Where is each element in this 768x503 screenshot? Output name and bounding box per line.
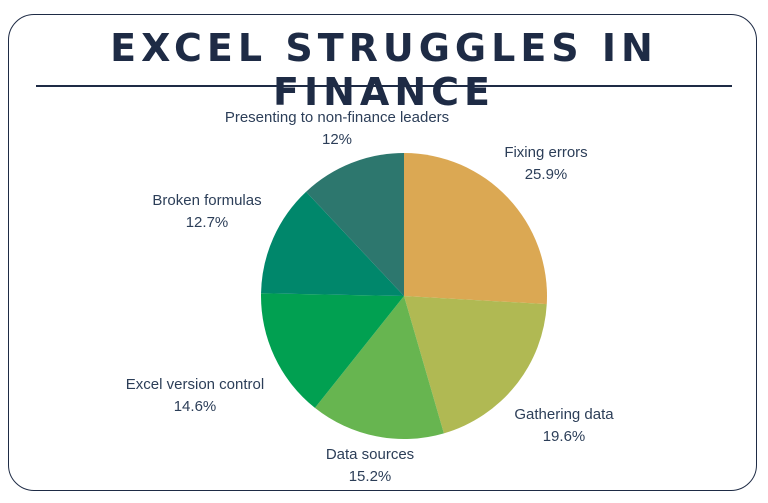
slice-label-0: Fixing errors [504, 144, 587, 161]
slice-label-4: Broken formulas [152, 192, 261, 209]
slice-value-3: 14.6% [174, 398, 217, 415]
chart-title: EXCEL STRUGGLES IN FINANCE [110, 26, 658, 114]
slice-label-5: Presenting to non-finance leaders [225, 109, 449, 126]
slice-label-2: Data sources [326, 446, 414, 463]
slice-value-5: 12% [322, 131, 352, 148]
pie-slice-2 [314, 296, 444, 439]
slice-label-3: Excel version control [126, 376, 264, 393]
slice-value-0: 25.9% [525, 166, 568, 183]
pie-labels: Fixing errors 25.9% Gathering data 19.6% Dat… [126, 109, 614, 485]
pie-slice-3 [261, 293, 404, 408]
pie-slice-5 [306, 153, 404, 296]
pie-slice-0 [404, 153, 547, 305]
slice-value-2: 15.2% [349, 468, 392, 485]
pie-slices [261, 153, 547, 439]
title-divider [36, 85, 732, 87]
slice-value-1: 19.6% [543, 428, 586, 445]
slice-value-4: 12.7% [186, 214, 229, 231]
slice-label-1: Gathering data [514, 406, 614, 423]
pie-slice-1 [404, 296, 547, 434]
pie-slice-4 [261, 191, 404, 296]
